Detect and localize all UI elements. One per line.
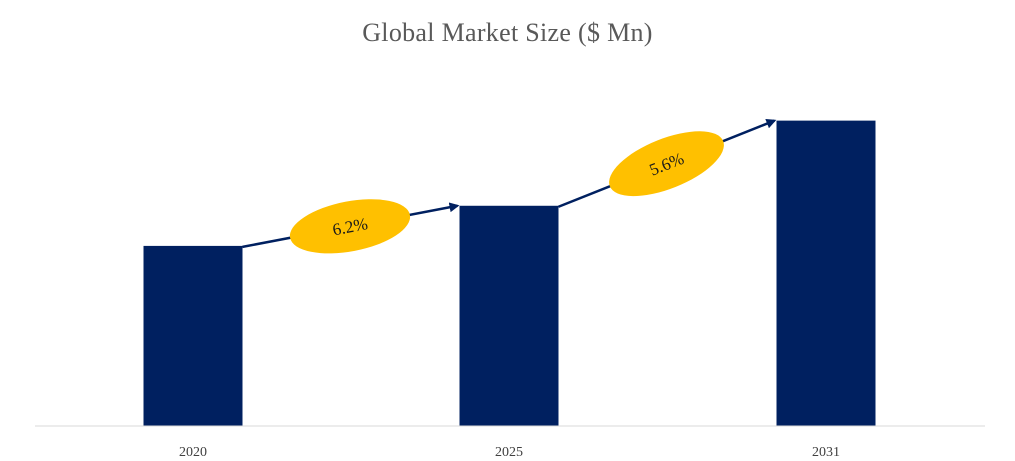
x-tick-label-2025: 2025 [495,445,523,460]
x-tick-label-2020: 2020 [179,445,207,460]
cagr-badge-2 [609,131,724,197]
bar-2031 [776,120,876,427]
bar-2025 [459,205,559,426]
cagr-badge-1 [289,199,411,254]
cagr-annotations: 6.2%5.6% [242,118,777,254]
chart-title: Global Market Size ($ Mn) [362,18,653,47]
x-tick-label-2031: 2031 [812,445,840,460]
bar-2020 [143,245,243,426]
bars-layer [143,120,876,427]
x-axis-ticks: 2020 2025 2031 [179,445,840,460]
